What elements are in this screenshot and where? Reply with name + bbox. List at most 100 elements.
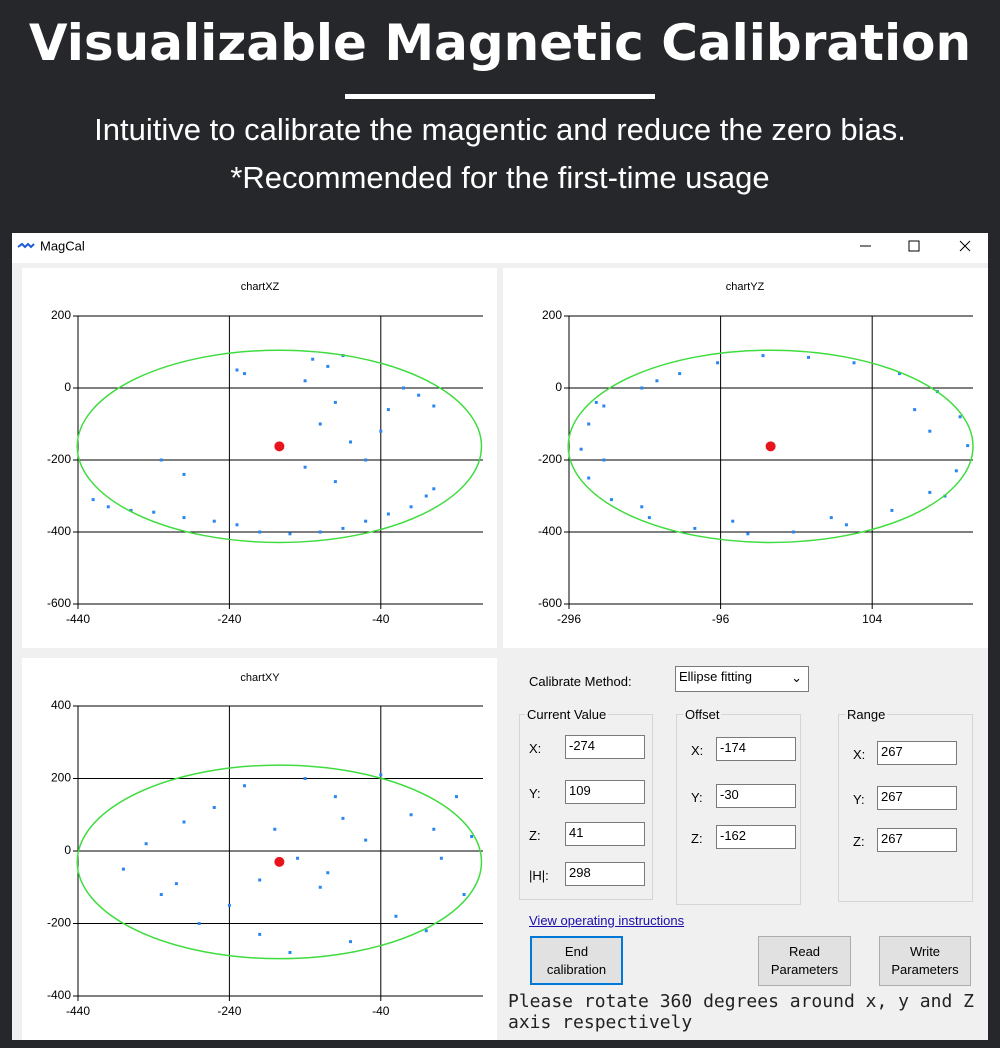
- data-point: [379, 429, 383, 433]
- field-value: 267: [877, 828, 957, 852]
- read-button[interactable]: Read Parameters: [758, 936, 851, 986]
- data-point: [731, 519, 735, 523]
- x-tick-label: -240: [217, 1004, 241, 1018]
- data-point: [349, 440, 353, 444]
- data-point: [258, 932, 262, 936]
- chart-title: chartXZ: [241, 281, 280, 293]
- data-point: [318, 422, 322, 426]
- data-point: [890, 508, 894, 512]
- data-point: [212, 806, 216, 809]
- field-value: 298: [565, 862, 645, 886]
- end-button[interactable]: End calibration: [530, 936, 623, 985]
- data-point: [129, 508, 133, 512]
- x-tick-label: -440: [66, 1004, 90, 1018]
- field-label: X:: [691, 743, 704, 758]
- data-point: [235, 368, 239, 372]
- group-title: Current Value: [525, 707, 609, 722]
- data-point: [258, 878, 262, 882]
- x-tick-label: -440: [66, 612, 90, 626]
- data-point: [678, 372, 682, 376]
- data-point: [829, 516, 833, 520]
- center-point: [274, 441, 285, 452]
- data-point: [587, 422, 591, 426]
- data-point: [258, 530, 262, 534]
- data-point: [716, 361, 720, 365]
- data-point: [303, 379, 307, 383]
- data-point: [121, 867, 125, 871]
- data-point: [913, 408, 917, 412]
- data-point: [273, 827, 277, 831]
- method-select[interactable]: Ellipse fitting ⌄: [675, 666, 809, 692]
- data-point: [288, 532, 292, 536]
- center-point: [765, 441, 776, 452]
- data-point: [587, 476, 591, 480]
- close-button[interactable]: [959, 240, 971, 252]
- data-point: [417, 393, 421, 397]
- data-point: [409, 813, 413, 817]
- data-point: [424, 494, 428, 498]
- maximize-button[interactable]: [908, 240, 920, 252]
- data-point: [655, 379, 659, 383]
- data-point: [928, 490, 932, 494]
- data-point: [182, 820, 186, 824]
- x-tick-label: 104: [862, 612, 882, 626]
- field-value: -174: [716, 737, 796, 761]
- data-point: [594, 400, 598, 404]
- data-point: [386, 512, 390, 516]
- x-tick-label: -96: [712, 612, 730, 626]
- data-point: [288, 951, 292, 954]
- data-point: [432, 404, 436, 408]
- data-point: [897, 372, 901, 376]
- field-label: Z:: [691, 831, 703, 846]
- data-point: [152, 510, 156, 514]
- data-point: [212, 519, 216, 523]
- data-point: [364, 458, 368, 462]
- group-title: Offset: [683, 707, 722, 722]
- field-value: -162: [716, 825, 796, 849]
- data-point: [341, 816, 345, 820]
- fit-ellipse: [567, 349, 974, 544]
- y-tick-label: -400: [47, 524, 71, 538]
- y-tick-label: 0: [64, 843, 71, 857]
- y-tick-label: 200: [542, 308, 562, 322]
- dropdown-arrow: ⌄: [791, 670, 802, 685]
- field-value: 109: [565, 780, 645, 804]
- chart-panel: [22, 268, 497, 648]
- data-point: [579, 447, 583, 451]
- y-tick-label: 0: [555, 380, 562, 394]
- write-button[interactable]: Write Parameters: [879, 936, 971, 986]
- x-tick-label: -40: [372, 612, 390, 626]
- divider: [345, 94, 655, 99]
- y-tick-label: -600: [538, 596, 562, 610]
- y-tick-label: 200: [51, 771, 71, 785]
- field-label: Y:: [691, 790, 703, 805]
- instructions-link[interactable]: View operating instructions: [529, 913, 685, 928]
- y-tick-label: 0: [64, 380, 71, 394]
- data-point: [455, 795, 459, 799]
- field-label: Y:: [529, 786, 541, 801]
- data-point: [182, 472, 186, 476]
- data-point: [609, 498, 613, 502]
- data-point: [243, 372, 247, 376]
- data-point: [227, 903, 231, 907]
- data-point: [424, 929, 428, 933]
- data-point: [182, 516, 186, 520]
- data-point: [159, 458, 163, 462]
- data-point: [159, 893, 163, 896]
- data-point: [761, 354, 765, 358]
- data-point: [174, 882, 178, 886]
- y-tick-label: -600: [47, 596, 71, 610]
- center-point: [274, 856, 285, 867]
- field-value: 41: [565, 822, 645, 846]
- method-label: Calibrate Method:: [529, 674, 632, 689]
- data-point: [144, 842, 148, 846]
- data-point: [647, 516, 651, 520]
- data-point: [954, 469, 958, 473]
- fit-ellipse: [76, 764, 483, 960]
- x-tick-label: -296: [557, 612, 581, 626]
- data-point: [333, 400, 337, 404]
- field-label: X:: [529, 741, 542, 756]
- data-point: [394, 914, 398, 918]
- data-point: [379, 773, 383, 777]
- data-point: [318, 885, 322, 889]
